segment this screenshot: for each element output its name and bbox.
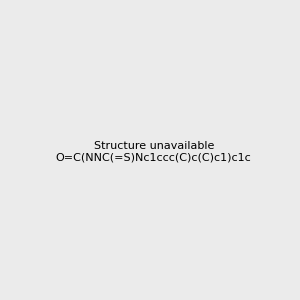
- Text: Structure unavailable
O=C(NNC(=S)Nc1ccc(C)c(C)c1)c1c: Structure unavailable O=C(NNC(=S)Nc1ccc(…: [56, 141, 252, 162]
